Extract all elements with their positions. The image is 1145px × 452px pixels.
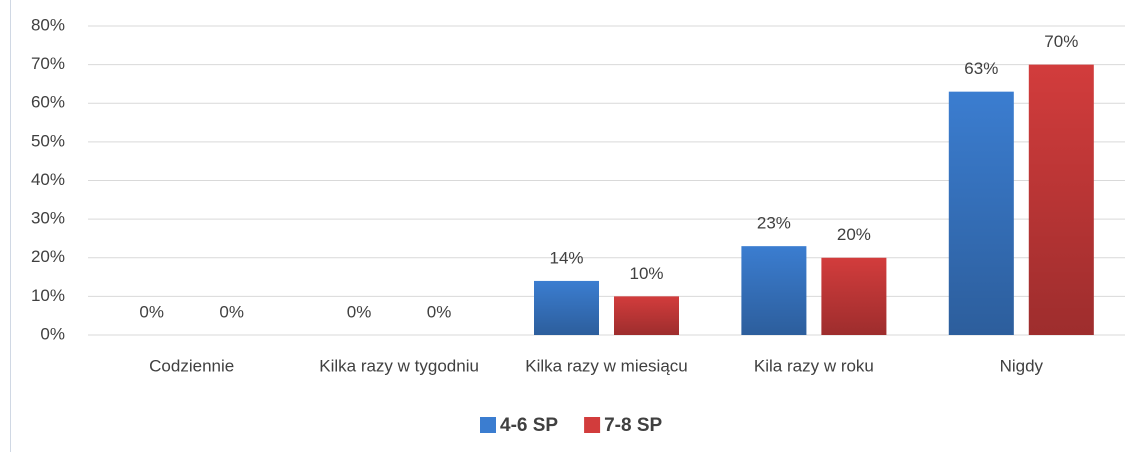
y-tick-label: 50% — [31, 131, 65, 150]
y-tick-label: 80% — [31, 15, 65, 34]
data-label: 0% — [219, 302, 244, 321]
y-tick-label: 10% — [31, 286, 65, 305]
data-label: 23% — [757, 214, 791, 233]
x-tick-label: Codziennie — [149, 356, 234, 375]
legend-swatch — [584, 417, 601, 433]
legend-label: 7-8 SP — [604, 415, 662, 436]
data-label: 14% — [549, 248, 583, 267]
y-tick-label: 60% — [31, 93, 65, 112]
data-label: 10% — [629, 264, 663, 283]
data-label: 0% — [139, 302, 164, 321]
data-label: 20% — [837, 225, 871, 244]
x-tick-label: Kilka razy w miesiącu — [525, 356, 688, 375]
legend-label: 4-6 SP — [500, 415, 558, 436]
x-tick-label: Nigdy — [1000, 356, 1044, 375]
x-tick-label: Kilka razy w tygodniu — [319, 356, 479, 375]
y-tick-label: 20% — [31, 247, 65, 266]
bar-shade — [948, 91, 1014, 335]
y-tick-label: 70% — [31, 54, 65, 73]
y-tick-label: 30% — [31, 209, 65, 228]
legend-swatch — [480, 417, 496, 433]
y-tick-label: 40% — [31, 170, 65, 189]
data-label: 70% — [1044, 32, 1078, 51]
y-tick-label: 0% — [40, 324, 65, 343]
bar-shade — [614, 296, 679, 335]
data-label: 0% — [347, 302, 372, 321]
x-tick-label: Kila razy w roku — [754, 356, 874, 375]
data-label: 63% — [964, 59, 998, 78]
bar-shade — [741, 246, 807, 335]
chart-frame — [10, 0, 11, 452]
data-label: 0% — [427, 302, 452, 321]
bar-shade — [1028, 64, 1094, 335]
bar-shade — [534, 280, 599, 335]
bar-shade — [821, 257, 887, 335]
